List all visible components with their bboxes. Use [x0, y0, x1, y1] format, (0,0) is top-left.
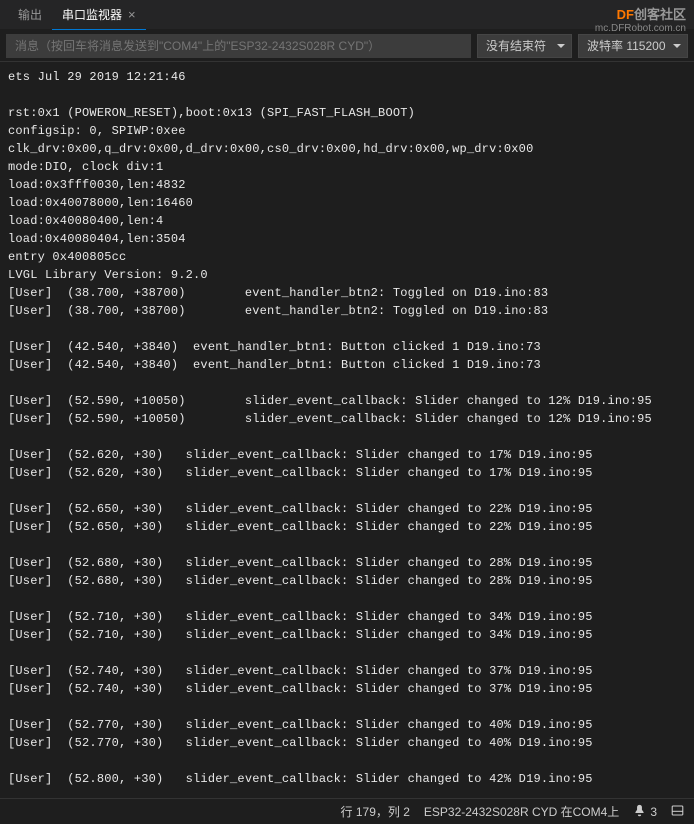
status-notif-count: 3 — [650, 805, 657, 819]
line-ending-dropdown[interactable]: 没有结束符 — [477, 34, 572, 58]
status-bar: 行 179，列 2 ESP32-2432S028R CYD 在COM4上 3 — [0, 798, 694, 824]
bell-icon — [633, 804, 646, 820]
status-board[interactable]: ESP32-2432S028R CYD 在COM4上 — [424, 803, 619, 820]
serial-toolbar: 没有结束符 波特率 115200 — [0, 30, 694, 62]
watermark-rest: 创客社区 — [634, 7, 686, 22]
panel-icon — [671, 804, 684, 820]
line-ending-label: 没有结束符 — [486, 37, 546, 54]
tab-bar: 输出 串口监视器 × — [0, 0, 694, 30]
baud-rate-dropdown[interactable]: 波特率 115200 — [578, 34, 688, 58]
message-input[interactable] — [6, 34, 471, 58]
tab-serial-monitor[interactable]: 串口监视器 × — [52, 0, 146, 30]
status-notifications[interactable]: 3 — [633, 804, 657, 820]
serial-console[interactable]: ets Jul 29 2019 12:21:46 rst:0x1 (POWERO… — [0, 62, 694, 796]
status-close-panel[interactable] — [671, 804, 684, 820]
watermark: DF创客社区 mc.DFRobot.com.cn — [595, 4, 686, 34]
watermark-sub: mc.DFRobot.com.cn — [595, 23, 686, 34]
tab-serial-label: 串口监视器 — [62, 6, 122, 23]
status-line-col[interactable]: 行 179，列 2 — [341, 803, 410, 820]
watermark-df: DF — [617, 7, 634, 22]
tab-output-label: 输出 — [18, 6, 42, 23]
tab-output[interactable]: 输出 — [8, 0, 52, 30]
baud-rate-label: 波特率 115200 — [587, 37, 666, 54]
close-icon[interactable]: × — [128, 7, 136, 22]
